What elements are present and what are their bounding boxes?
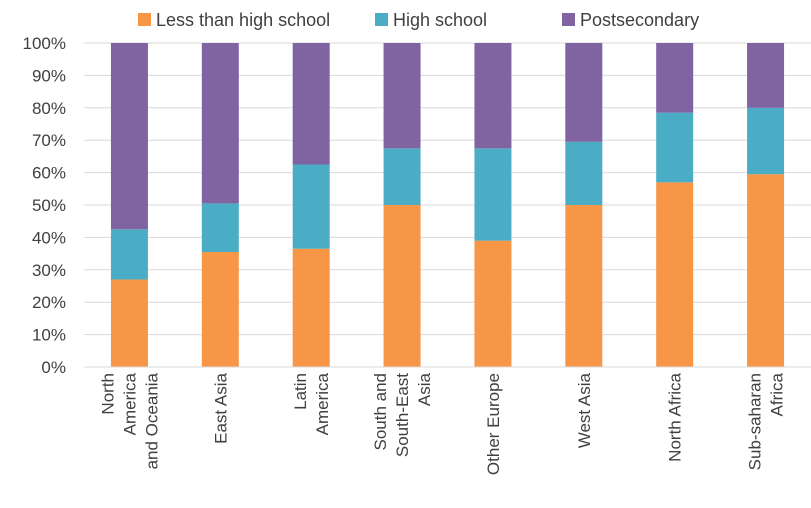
bar-segment — [383, 205, 421, 367]
x-tick-label: North — [98, 373, 117, 415]
bar-segment — [474, 240, 512, 367]
x-tick-label: West Asia — [575, 372, 594, 448]
bar-segment — [747, 174, 785, 367]
y-tick-label: 10% — [32, 326, 66, 345]
bar-segment — [565, 43, 603, 142]
bar-segment — [110, 43, 148, 230]
y-tick-label: 40% — [32, 228, 66, 247]
x-tick-label: East Asia — [211, 372, 230, 443]
y-tick-label: 70% — [32, 131, 66, 150]
bar-segment — [656, 43, 694, 113]
bar-segment — [656, 112, 694, 183]
bar-segment — [383, 148, 421, 205]
bar-segment — [565, 141, 603, 205]
bars — [110, 43, 785, 367]
legend: Less than high school High school Postseco… — [138, 10, 699, 30]
gridlines — [84, 42, 811, 336]
x-tick-label: South-East — [393, 373, 412, 457]
y-tick-label: 50% — [32, 196, 66, 215]
bar-segment — [201, 43, 239, 204]
y-tick-label: 0% — [41, 358, 66, 377]
bar-segment — [292, 248, 330, 367]
legend-swatch — [138, 13, 151, 26]
x-tick-label: Sub-saharan — [746, 373, 765, 470]
legend-swatch — [562, 13, 575, 26]
bar-segment — [110, 229, 148, 280]
x-tick-label: Africa — [768, 372, 787, 416]
x-tick-label: Asia — [415, 372, 434, 406]
bar-segment — [201, 203, 239, 252]
bar-segment — [201, 251, 239, 367]
x-tick-label: America — [120, 372, 139, 435]
x-tick-label: North Africa — [666, 372, 685, 461]
bar-segment — [747, 43, 785, 108]
bar-segment — [474, 148, 512, 241]
bar-segment — [474, 43, 512, 149]
bar-segment — [292, 43, 330, 165]
y-tick-label: 60% — [32, 164, 66, 183]
x-axis-labels: North America and Oceania East Asia Latin Ame… — [98, 372, 786, 475]
legend-label: Less than high school — [156, 10, 330, 30]
x-tick-label: America — [313, 372, 332, 435]
x-tick-label: Other Europe — [484, 373, 503, 475]
y-tick-label: 30% — [32, 261, 66, 280]
y-tick-label: 90% — [32, 66, 66, 85]
x-tick-label: and Oceania — [142, 372, 161, 469]
bar-segment — [110, 279, 148, 367]
bar-segment — [383, 43, 421, 149]
bar-segment — [565, 205, 603, 367]
legend-swatch — [375, 13, 388, 26]
y-tick-label: 20% — [32, 293, 66, 312]
bar-segment — [747, 107, 785, 175]
y-axis: 0% 10% 20% 30% 40% 50% 60% 70% 80% 90% 100% — [23, 34, 66, 377]
legend-label: Postsecondary — [580, 10, 699, 30]
y-tick-label: 100% — [23, 34, 66, 53]
x-tick-label: Latin — [291, 373, 310, 410]
bar-segment — [292, 164, 330, 249]
bar-segment — [656, 182, 694, 367]
legend-label: High school — [393, 10, 487, 30]
y-tick-label: 80% — [32, 99, 66, 118]
x-tick-label: South and — [371, 373, 390, 451]
